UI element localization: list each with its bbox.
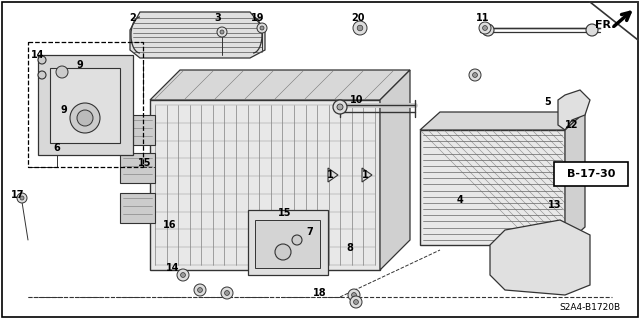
Circle shape [353, 21, 367, 35]
Text: FR.: FR. [595, 20, 615, 30]
Text: 11: 11 [476, 13, 490, 23]
Circle shape [220, 30, 224, 34]
Text: 12: 12 [565, 120, 579, 130]
Text: 9: 9 [61, 105, 67, 115]
Text: 17: 17 [12, 190, 25, 200]
Circle shape [337, 104, 343, 110]
Text: B-17-30: B-17-30 [567, 169, 615, 179]
Circle shape [221, 287, 233, 299]
Circle shape [353, 300, 358, 304]
Polygon shape [565, 112, 585, 245]
Circle shape [20, 196, 24, 200]
Polygon shape [150, 70, 410, 100]
Circle shape [482, 24, 494, 36]
Text: 4: 4 [456, 195, 463, 205]
Bar [120, 153, 155, 183]
Circle shape [217, 27, 227, 37]
Bar [50, 68, 120, 143]
Polygon shape [490, 220, 590, 295]
Circle shape [333, 100, 347, 114]
Polygon shape [420, 112, 585, 130]
Text: 3: 3 [214, 13, 221, 23]
Text: 2: 2 [130, 13, 136, 23]
Bar [120, 193, 155, 223]
FancyBboxPatch shape [554, 162, 628, 186]
Text: 1: 1 [326, 170, 333, 180]
Text: 15: 15 [278, 208, 292, 218]
Bar [28, 42, 143, 167]
Bar [248, 210, 328, 275]
Circle shape [225, 291, 229, 295]
Text: 8: 8 [347, 243, 353, 253]
Text: 7: 7 [307, 227, 314, 237]
Circle shape [17, 193, 27, 203]
Text: 5: 5 [545, 97, 552, 107]
Circle shape [38, 56, 46, 64]
Text: 10: 10 [350, 95, 364, 105]
Circle shape [275, 244, 291, 260]
Bar [150, 100, 380, 270]
Text: 13: 13 [548, 200, 562, 210]
Text: S2A4-B1720B: S2A4-B1720B [559, 302, 621, 311]
Circle shape [56, 66, 68, 78]
Circle shape [351, 293, 356, 297]
Circle shape [348, 289, 360, 301]
Polygon shape [558, 90, 590, 130]
Text: 19: 19 [252, 13, 265, 23]
Circle shape [260, 26, 264, 30]
Circle shape [292, 235, 302, 245]
Circle shape [177, 269, 189, 281]
Circle shape [479, 22, 491, 34]
Circle shape [77, 110, 93, 126]
Circle shape [586, 24, 598, 36]
Circle shape [469, 69, 481, 81]
Text: 18: 18 [313, 288, 327, 298]
Text: 14: 14 [31, 50, 45, 60]
Circle shape [357, 25, 363, 31]
Circle shape [198, 288, 202, 293]
Circle shape [194, 284, 206, 296]
Circle shape [38, 71, 46, 79]
Text: 9: 9 [77, 60, 83, 70]
Bar [255, 220, 320, 268]
Text: 15: 15 [138, 158, 152, 168]
Circle shape [483, 26, 488, 30]
Circle shape [257, 23, 267, 33]
Bar [38, 55, 133, 155]
Text: 14: 14 [166, 263, 180, 273]
Circle shape [180, 273, 186, 278]
Text: 1: 1 [362, 170, 369, 180]
Bar [420, 130, 565, 245]
Text: 16: 16 [163, 220, 177, 230]
Circle shape [350, 296, 362, 308]
Circle shape [472, 73, 477, 78]
Polygon shape [130, 12, 265, 58]
Polygon shape [380, 70, 410, 270]
Text: 6: 6 [54, 143, 60, 153]
Text: 20: 20 [351, 13, 365, 23]
Polygon shape [362, 168, 372, 182]
Circle shape [70, 103, 100, 133]
Polygon shape [328, 168, 338, 182]
Bar [120, 115, 155, 145]
